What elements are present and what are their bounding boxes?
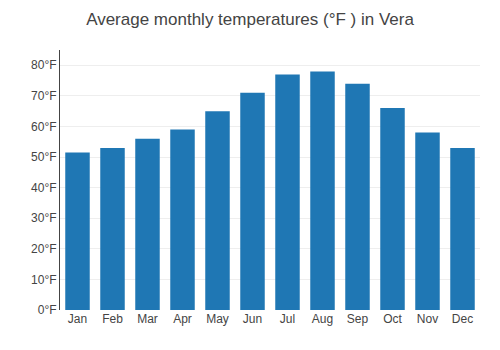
svg-text:Dec: Dec: [452, 312, 473, 326]
svg-text:70°F: 70°F: [31, 89, 56, 103]
svg-text:Apr: Apr: [173, 312, 192, 326]
svg-text:May: May: [206, 312, 229, 326]
svg-text:Jul: Jul: [280, 312, 295, 326]
svg-text:0°F: 0°F: [38, 303, 57, 317]
svg-text:80°F: 80°F: [31, 58, 56, 72]
svg-text:Sep: Sep: [347, 312, 369, 326]
svg-text:20°F: 20°F: [31, 242, 56, 256]
svg-text:Jan: Jan: [68, 312, 87, 326]
svg-text:Mar: Mar: [137, 312, 158, 326]
svg-text:50°F: 50°F: [31, 150, 56, 164]
svg-text:10°F: 10°F: [31, 273, 56, 287]
svg-text:60°F: 60°F: [31, 120, 56, 134]
svg-text:Feb: Feb: [102, 312, 123, 326]
svg-text:40°F: 40°F: [31, 181, 56, 195]
svg-text:Nov: Nov: [417, 312, 438, 326]
svg-text:Average monthly temperatures (: Average monthly temperatures (°F ) in Ve…: [86, 10, 414, 29]
svg-text:Jun: Jun: [243, 312, 262, 326]
svg-text:30°F: 30°F: [31, 211, 56, 225]
svg-text:Oct: Oct: [383, 312, 402, 326]
svg-text:Aug: Aug: [312, 312, 333, 326]
